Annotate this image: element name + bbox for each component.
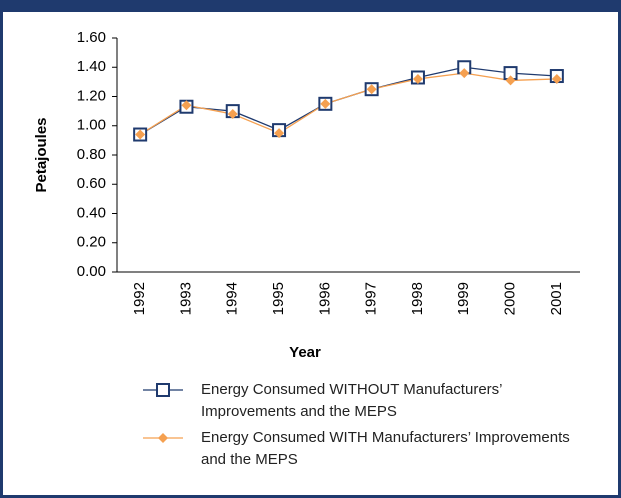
y-tick-label: 0.20 bbox=[77, 234, 106, 251]
y-tick-label: 1.40 bbox=[77, 58, 106, 75]
legend-item: Energy Consumed WITH Manufacturers’ Impr… bbox=[143, 427, 583, 471]
data-point bbox=[551, 73, 562, 84]
legend-label: Energy Consumed WITH Manufacturers’ Impr… bbox=[201, 429, 570, 468]
data-point bbox=[181, 100, 192, 111]
legend-icon bbox=[143, 433, 183, 443]
x-tick-label: 1999 bbox=[455, 282, 472, 315]
data-point bbox=[135, 129, 146, 140]
x-tick-label: 2001 bbox=[548, 282, 565, 315]
legend-marker bbox=[156, 383, 170, 397]
x-tick-label: 1994 bbox=[224, 282, 241, 315]
legend-icon bbox=[143, 383, 183, 397]
y-tick-label: 1.00 bbox=[77, 117, 106, 134]
x-tick-label: 1993 bbox=[177, 282, 194, 315]
y-tick-label: 0.80 bbox=[77, 146, 106, 163]
y-tick-label: 0.40 bbox=[77, 204, 106, 221]
x-tick-label: 1997 bbox=[363, 282, 380, 315]
legend-marker bbox=[158, 433, 168, 443]
data-point bbox=[412, 73, 423, 84]
y-tick-label: 0.60 bbox=[77, 175, 106, 192]
series-line bbox=[139, 72, 557, 136]
x-tick-label: 1995 bbox=[270, 282, 287, 315]
data-point bbox=[227, 109, 238, 120]
data-point bbox=[459, 68, 470, 79]
x-tick-label: 1996 bbox=[316, 282, 333, 315]
x-axis-title: Year bbox=[289, 344, 321, 361]
y-tick-label: 1.20 bbox=[77, 87, 106, 104]
data-point bbox=[320, 98, 331, 109]
data-point bbox=[274, 128, 285, 139]
y-tick-label: 1.60 bbox=[77, 29, 106, 46]
x-tick-label: 1992 bbox=[131, 282, 148, 315]
legend-label: Energy Consumed WITHOUT Manufacturers’ I… bbox=[201, 381, 502, 420]
x-tick-label: 1998 bbox=[409, 282, 426, 315]
y-tick-label: 0.00 bbox=[77, 263, 106, 280]
data-point bbox=[366, 84, 377, 95]
x-tick-label: 2000 bbox=[502, 282, 519, 315]
data-point bbox=[505, 75, 516, 86]
y-axis-title: Petajoules bbox=[33, 117, 50, 192]
legend-item: Energy Consumed WITHOUT Manufacturers’ I… bbox=[143, 379, 583, 423]
